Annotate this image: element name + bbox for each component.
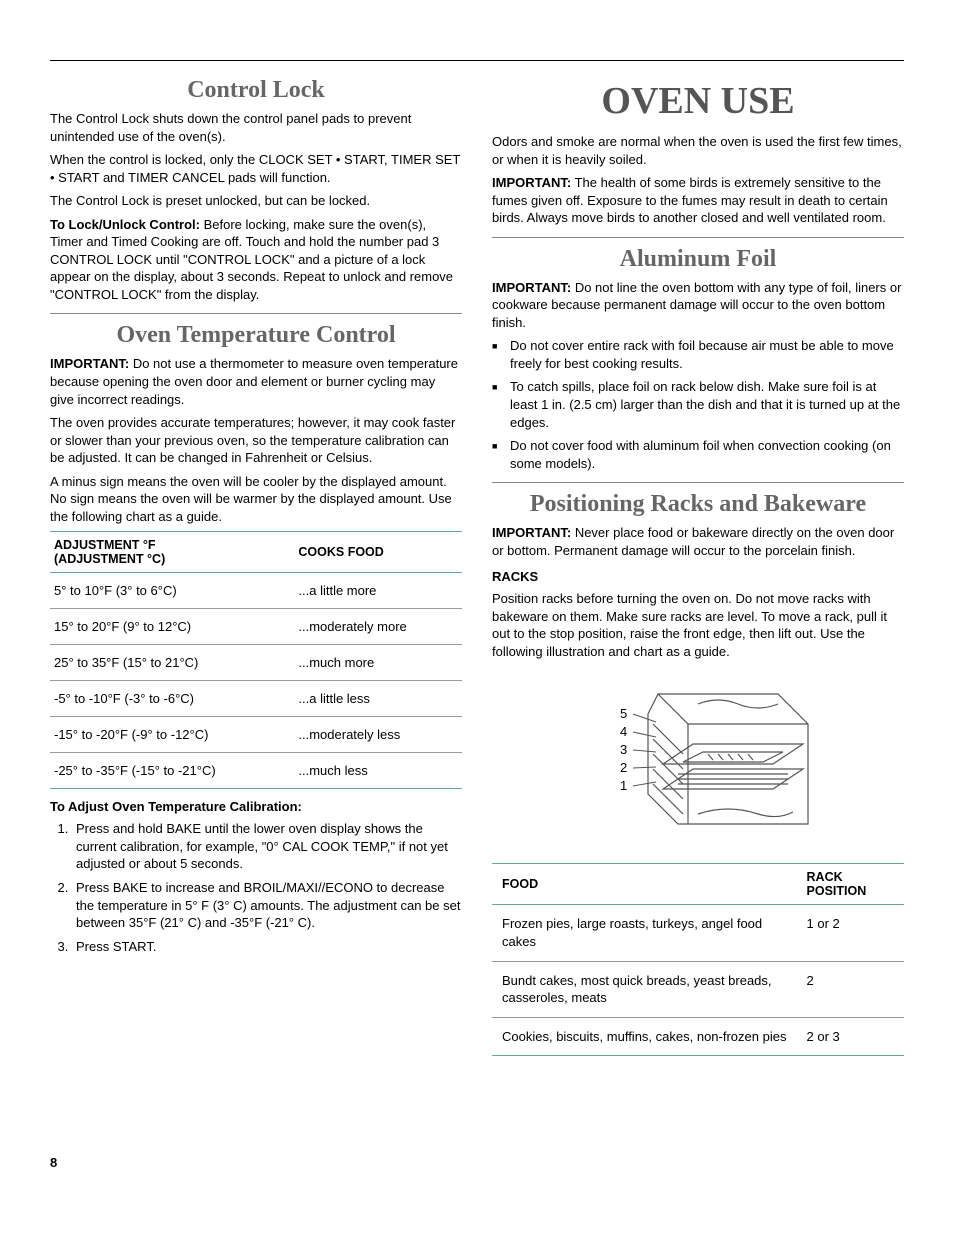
adj-b: ...much less — [294, 753, 462, 789]
heading-aluminum-foil: Aluminum Foil — [492, 246, 904, 273]
racks-important: IMPORTANT: — [492, 525, 571, 540]
oven-temp-p1: IMPORTANT: Do not use a thermometer to m… — [50, 355, 462, 408]
table-row: -5° to -10°F (-3° to -6°C)...a little le… — [50, 681, 462, 717]
racks-p1: IMPORTANT: Never place food or bakeware … — [492, 524, 904, 559]
rack-position-table: FOOD RACK POSITION Frozen pies, large ro… — [492, 863, 904, 1056]
rack-b: 2 or 3 — [797, 1017, 904, 1056]
step-1-text: Press and hold BAKE until the lower oven… — [76, 821, 448, 871]
control-lock-p4: To Lock/Unlock Control: Before locking, … — [50, 216, 462, 304]
to-lock-label: To Lock/Unlock Control: — [50, 217, 200, 232]
rack-label-5: 5 — [620, 706, 627, 721]
oven-rack-illustration: 5 4 3 2 1 — [492, 674, 904, 849]
step-3: Press START. — [72, 938, 462, 956]
rack-label-3: 3 — [620, 742, 627, 757]
alum-bullets: Do not cover entire rack with foil becau… — [492, 337, 904, 472]
table-row: 15° to 20°F (9° to 12°C)...moderately mo… — [50, 609, 462, 645]
racks-subhead: RACKS — [492, 569, 904, 584]
adj-b: ...a little less — [294, 681, 462, 717]
adj-head-a: ADJUSTMENT °F (ADJUSTMENT °C) — [50, 532, 294, 573]
rack-b: 2 — [797, 961, 904, 1017]
section-rule-3 — [492, 482, 904, 483]
adj-b: ...a little more — [294, 573, 462, 609]
rack-label-2: 2 — [620, 760, 627, 775]
adj-a: -15° to -20°F (-9° to -12°C) — [50, 717, 294, 753]
adj-head-b: COOKS FOOD — [294, 532, 462, 573]
adj-a: 5° to 10°F (3° to 6°C) — [50, 573, 294, 609]
adjustment-table: ADJUSTMENT °F (ADJUSTMENT °C) COOKS FOOD… — [50, 531, 462, 789]
adj-a: 15° to 20°F (9° to 12°C) — [50, 609, 294, 645]
alum-p1: IMPORTANT: Do not line the oven bottom w… — [492, 279, 904, 332]
alum-important: IMPORTANT: — [492, 280, 571, 295]
rack-label-4: 4 — [620, 724, 627, 739]
control-lock-p3: The Control Lock is preset unlocked, but… — [50, 192, 462, 210]
page-number: 8 — [50, 1155, 462, 1170]
two-columns: Control Lock The Control Lock shuts down… — [50, 73, 904, 1170]
table-row: 5° to 10°F (3° to 6°C)...a little more — [50, 573, 462, 609]
racks-p2: Position racks before turning the oven o… — [492, 590, 904, 660]
oven-temp-p2: The oven provides accurate temperatures;… — [50, 414, 462, 467]
right-column: OVEN USE Odors and smoke are normal when… — [492, 73, 904, 1170]
oven-use-important: IMPORTANT: — [492, 175, 571, 190]
step-2-text: Press BAKE to increase and BROIL/MAXI//E… — [76, 880, 460, 930]
table-row: Bundt cakes, most quick breads, yeast br… — [492, 961, 904, 1017]
calibration-steps: Press and hold BAKE until the lower oven… — [50, 820, 462, 955]
rack-a: Cookies, biscuits, muffins, cakes, non-f… — [492, 1017, 797, 1056]
table-row: Frozen pies, large roasts, turkeys, ange… — [492, 905, 904, 961]
step-3-text: Press START. — [76, 939, 156, 954]
alum-bullet: Do not cover food with aluminum foil whe… — [510, 437, 904, 472]
control-lock-p2: When the control is locked, only the CLO… — [50, 151, 462, 186]
adj-b: ...moderately more — [294, 609, 462, 645]
rack-a: Frozen pies, large roasts, turkeys, ange… — [492, 905, 797, 961]
rack-head-b: RACK POSITION — [797, 864, 904, 905]
left-column: Control Lock The Control Lock shuts down… — [50, 73, 462, 1170]
heading-oven-use: OVEN USE — [492, 79, 904, 123]
adj-head-a1: ADJUSTMENT °F — [54, 538, 156, 552]
alum-bullet: Do not cover entire rack with foil becau… — [510, 337, 904, 372]
adj-b: ...much more — [294, 645, 462, 681]
adj-head-a2: (ADJUSTMENT °C) — [54, 552, 165, 566]
adj-b: ...moderately less — [294, 717, 462, 753]
table-row: -15° to -20°F (-9° to -12°C)...moderatel… — [50, 717, 462, 753]
adjust-calibration-title: To Adjust Oven Temperature Calibration: — [50, 799, 462, 814]
adj-a: -25° to -35°F (-15° to -21°C) — [50, 753, 294, 789]
table-row: Cookies, biscuits, muffins, cakes, non-f… — [492, 1017, 904, 1056]
table-row: -25° to -35°F (-15° to -21°C)...much les… — [50, 753, 462, 789]
step-2: Press BAKE to increase and BROIL/MAXI//E… — [72, 879, 462, 932]
table-row: 25° to 35°F (15° to 21°C)...much more — [50, 645, 462, 681]
oven-temp-important: IMPORTANT: — [50, 356, 129, 371]
step-1: Press and hold BAKE until the lower oven… — [72, 820, 462, 873]
heading-oven-temp: Oven Temperature Control — [50, 322, 462, 349]
alum-bullet: To catch spills, place foil on rack belo… — [510, 378, 904, 431]
rack-head-a: FOOD — [492, 864, 797, 905]
section-rule-2 — [492, 237, 904, 238]
rack-b: 1 or 2 — [797, 905, 904, 961]
top-rule — [50, 60, 904, 61]
adj-a: 25° to 35°F (15° to 21°C) — [50, 645, 294, 681]
oven-rack-svg: 5 4 3 2 1 — [568, 674, 828, 844]
rack-a: Bundt cakes, most quick breads, yeast br… — [492, 961, 797, 1017]
rack-label-1: 1 — [620, 778, 627, 793]
adj-a: -5° to -10°F (-3° to -6°C) — [50, 681, 294, 717]
heading-control-lock: Control Lock — [50, 77, 462, 104]
heading-positioning-racks: Positioning Racks and Bakeware — [492, 491, 904, 518]
oven-use-p2: IMPORTANT: The health of some birds is e… — [492, 174, 904, 227]
control-lock-p1: The Control Lock shuts down the control … — [50, 110, 462, 145]
oven-use-p1: Odors and smoke are normal when the oven… — [492, 133, 904, 168]
page: Control Lock The Control Lock shuts down… — [0, 0, 954, 1210]
oven-temp-p3: A minus sign means the oven will be cool… — [50, 473, 462, 526]
section-rule-1 — [50, 313, 462, 314]
